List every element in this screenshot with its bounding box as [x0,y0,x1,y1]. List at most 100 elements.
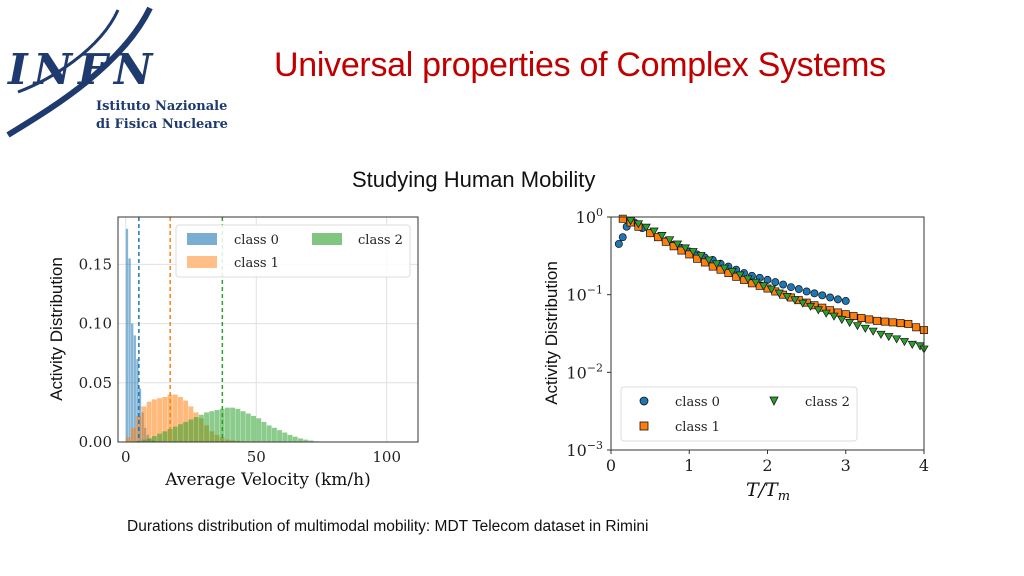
hist-bar-class2 [277,430,283,442]
hist-bar-class2 [287,434,293,442]
legend-marker-class2 [769,396,779,406]
scat-point-class2 [892,335,902,344]
scat-point-class0 [826,293,835,302]
hist-bar-class0 [128,258,131,442]
scat-point-class0 [771,278,780,287]
scat-point-class0 [763,275,772,284]
hist-ytick-label: 0.05 [79,374,112,392]
scat-point-class1 [873,316,882,325]
duration-scatter: 0 1 2 3 4 100 10−1 10−2 10−3 class 0 class 1 cla… [542,206,929,504]
hist-bar-class2 [193,417,199,442]
hist-bar-class2 [209,411,215,442]
scat-point-class2 [876,330,886,339]
hist-bar-class2 [245,413,251,442]
scat-point-class2 [665,236,675,245]
scat-point-class1 [618,214,627,223]
legend-label-class1: class 1 [234,256,279,271]
hist-bar-class2 [178,424,183,442]
scat-point-class2 [766,285,777,294]
scat-point-class2 [657,232,667,241]
scat-point-class2 [641,223,651,232]
scat-point-class2 [625,217,636,226]
scat-point-class2 [845,319,855,328]
hist-legend: class 0 class 1 class 2 [175,224,411,278]
scat-point-class2 [837,316,847,325]
scat-ytick-label: 10−3 [566,439,603,460]
scat-point-class2 [813,306,823,315]
logo-sub2: di Fisica Nucleare [96,117,228,132]
scat-legend-label-class1: class 1 [675,420,720,435]
scat-point-class1 [865,315,874,324]
hist-legend-box [175,224,411,278]
hist-bar-class1 [172,394,178,442]
scat-point-class2 [633,220,643,229]
scat-ytick-label: 10−1 [566,284,603,305]
scat-xtick-label: 1 [684,456,694,475]
scat-point-class2 [852,322,863,331]
scat-point-class0 [618,233,627,242]
scat-point-class2 [758,282,769,291]
logo-text: INFN [7,45,158,94]
scat-legend-label-class0: class 0 [675,395,720,410]
hist-bar-class2 [146,438,152,442]
hist-bar-class2 [266,425,272,442]
hist-bar-class2 [308,440,314,442]
scat-point-class0 [841,297,850,305]
hist-bar-class0 [131,323,134,442]
scat-point-class1 [849,312,858,321]
legend-label-class0: class 0 [234,233,279,248]
scat-legend-label-class2: class 2 [805,395,850,410]
scat-point-class2 [899,338,910,347]
hist-bar-class2 [298,438,303,442]
scat-xtick-label: 3 [841,456,851,475]
hist-bar-class2 [282,432,288,442]
hist-bar-class2 [256,418,262,442]
scat-point-class1 [904,319,913,328]
legend-label-class2: class 2 [358,233,403,248]
scat-point-class0 [810,289,819,298]
hist-bar-class1 [183,400,189,442]
hist-bar-class1 [151,399,157,442]
scat-point-class1 [841,310,850,319]
logo-arc [6,6,153,138]
scat-point-class2 [884,333,894,342]
scat-ytick-label: 100 [576,206,603,227]
hist-bar-class2 [219,408,225,442]
hist-bar-class0 [133,335,136,442]
hist-bar-class2 [204,412,210,442]
scat-point-class2 [774,289,784,298]
hist-xtick-label: 0 [121,448,131,466]
scat-ticks: 0 1 2 3 4 100 10−1 10−2 10−3 [566,206,929,475]
hist-bar-class1 [141,406,147,442]
scat-point-class0 [787,283,795,292]
scat-point-class1 [833,308,842,317]
hist-ylabel: Activity Distribution [47,257,66,401]
legend-marker-class1 [639,421,649,431]
scat-point-class2 [790,296,800,305]
hist-bar-class2 [251,415,256,442]
scat-point-class2 [696,252,706,261]
scat-point-class2 [649,227,659,236]
scat-point-class2 [712,260,722,269]
scat-point-class2 [868,327,878,336]
scat-point-class2 [743,275,753,284]
hist-bar-class2 [271,427,277,442]
hist-ytick-label: 0.15 [79,255,112,273]
hist-bar-class2 [224,407,230,442]
scat-point-class0 [779,280,788,289]
scat-point-class2 [805,302,816,311]
hist-bar-class2 [235,408,241,442]
scat-xlabel: T/Tm [746,479,790,504]
hist-frame [117,216,419,443]
hist-bar-class1 [157,398,163,442]
scat-point-class0 [614,239,623,248]
scat-ytick-label: 10−2 [566,361,603,382]
hist-bar-class0 [136,359,139,442]
infn-logo: INFN Istituto Nazionale di Fisica Nuclea… [6,6,228,138]
scat-legend-box [620,386,858,442]
hist-xtick-label: 100 [372,448,401,466]
hist-bar-class2 [141,439,147,442]
hist-bar-class2 [151,436,157,442]
page-title: Universal properties of Complex Systems [274,46,886,84]
hist-ticks: 0 50 100 0.00 0.05 0.10 0.15 [79,255,401,466]
